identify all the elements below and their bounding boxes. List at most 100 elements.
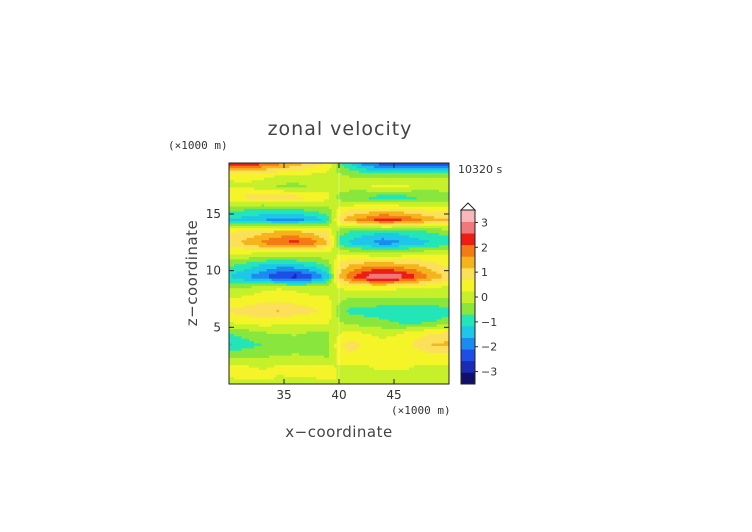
heatmap-cell bbox=[379, 271, 382, 274]
heatmap-cell bbox=[389, 371, 392, 375]
heatmap-cell bbox=[389, 381, 392, 385]
heatmap-cell bbox=[396, 266, 400, 270]
heatmap-cell bbox=[231, 343, 235, 346]
heatmap-cell bbox=[336, 287, 340, 291]
heatmap-cell bbox=[359, 367, 362, 370]
heatmap-cell bbox=[341, 256, 345, 260]
heatmap-cell bbox=[419, 379, 422, 382]
heatmap-cell bbox=[271, 369, 275, 373]
heatmap-cell bbox=[306, 374, 310, 378]
heatmap-cell bbox=[254, 345, 257, 349]
heatmap-cell bbox=[289, 379, 292, 382]
heatmap-cell bbox=[421, 292, 425, 296]
heatmap-cell bbox=[309, 316, 312, 320]
heatmap-cell bbox=[394, 345, 397, 349]
heatmap-cell bbox=[389, 345, 392, 349]
heatmap-cell bbox=[269, 309, 272, 313]
heatmap-cell bbox=[324, 263, 327, 267]
heatmap-cell bbox=[399, 379, 402, 382]
heatmap-cell bbox=[301, 254, 305, 258]
heatmap-cell bbox=[231, 295, 235, 298]
heatmap-cell bbox=[304, 283, 307, 286]
heatmap-cell bbox=[384, 295, 387, 298]
heatmap-cell bbox=[419, 302, 422, 306]
heatmap-cell bbox=[404, 290, 407, 294]
heatmap-cell bbox=[354, 278, 357, 282]
heatmap-cell bbox=[366, 290, 370, 294]
heatmap-cell bbox=[231, 371, 235, 375]
heatmap-cell bbox=[416, 376, 420, 380]
heatmap-cell bbox=[441, 374, 445, 378]
heatmap-cell bbox=[406, 283, 410, 286]
heatmap-cell bbox=[276, 345, 280, 349]
heatmap-cell bbox=[321, 271, 325, 274]
heatmap-cell bbox=[374, 268, 377, 272]
heatmap-cell bbox=[281, 290, 285, 294]
heatmap-cell bbox=[391, 271, 395, 274]
heatmap-cell bbox=[309, 247, 312, 250]
heatmap-cell bbox=[279, 283, 282, 286]
heatmap-cell bbox=[341, 259, 345, 262]
heatmap-cell bbox=[379, 314, 382, 318]
heatmap-cell bbox=[309, 359, 312, 363]
heatmap-cell bbox=[286, 307, 290, 310]
heatmap-cell bbox=[346, 256, 350, 260]
heatmap-cell bbox=[421, 256, 425, 260]
heatmap-cell bbox=[251, 323, 255, 327]
heatmap-cell bbox=[429, 333, 432, 337]
heatmap-cell bbox=[404, 268, 407, 272]
heatmap-cell bbox=[361, 263, 365, 267]
heatmap-cell bbox=[371, 275, 375, 279]
heatmap-cell bbox=[229, 287, 232, 291]
heatmap-cell bbox=[336, 295, 340, 298]
heatmap-cell bbox=[229, 369, 232, 373]
heatmap-cell bbox=[396, 299, 400, 303]
heatmap-cell bbox=[439, 323, 442, 327]
heatmap-cell bbox=[371, 371, 375, 375]
heatmap-cell bbox=[414, 285, 417, 289]
heatmap-cell bbox=[394, 355, 397, 358]
heatmap-cell bbox=[361, 367, 365, 370]
heatmap-cell bbox=[329, 357, 332, 361]
heatmap-cell bbox=[324, 359, 327, 363]
heatmap-cell bbox=[411, 268, 415, 272]
heatmap-cell bbox=[264, 347, 267, 351]
heatmap-cell bbox=[229, 247, 232, 250]
heatmap-cell bbox=[339, 355, 342, 358]
heatmap-cell bbox=[241, 256, 245, 260]
heatmap-cell bbox=[396, 287, 400, 291]
heatmap-cell bbox=[419, 367, 422, 370]
heatmap-cell bbox=[246, 256, 250, 260]
heatmap-cell bbox=[301, 369, 305, 373]
heatmap-cell bbox=[376, 369, 380, 373]
heatmap-cell bbox=[424, 371, 427, 375]
heatmap-cell bbox=[391, 256, 395, 260]
heatmap-cell bbox=[426, 367, 430, 370]
heatmap-cell bbox=[254, 263, 257, 267]
heatmap-cell bbox=[376, 263, 380, 267]
heatmap-cell bbox=[296, 275, 300, 279]
heatmap-cell bbox=[394, 247, 397, 250]
heatmap-cell bbox=[411, 275, 415, 279]
heatmap-cell bbox=[299, 249, 302, 253]
heatmap-cell bbox=[336, 321, 340, 325]
heatmap-cell bbox=[286, 374, 290, 378]
heatmap-cell bbox=[301, 359, 305, 363]
heatmap-cell bbox=[391, 374, 395, 378]
heatmap-cell bbox=[311, 256, 315, 260]
heatmap-cell bbox=[361, 347, 365, 351]
heatmap-cell bbox=[391, 316, 395, 320]
heatmap-cell bbox=[414, 316, 417, 320]
heatmap-cell bbox=[326, 376, 330, 380]
heatmap-cell bbox=[294, 379, 297, 382]
heatmap-cell bbox=[299, 374, 302, 378]
heatmap-cell bbox=[241, 287, 245, 291]
heatmap-cell bbox=[349, 364, 352, 368]
heatmap-cell bbox=[346, 335, 350, 339]
heatmap-cell bbox=[339, 374, 342, 378]
heatmap-cell bbox=[239, 247, 242, 250]
heatmap-cell bbox=[374, 343, 377, 346]
heatmap-cell bbox=[366, 261, 370, 265]
heatmap-cell bbox=[309, 254, 312, 258]
heatmap-cell bbox=[416, 278, 420, 282]
